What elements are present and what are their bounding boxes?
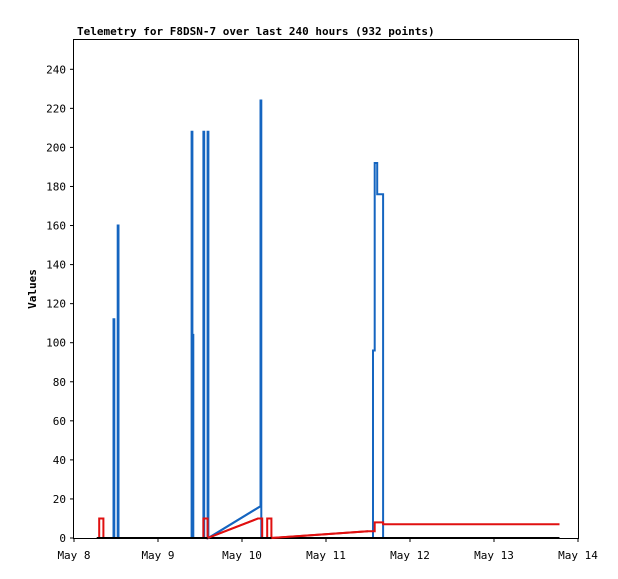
y-tick-label: 20 bbox=[53, 493, 66, 506]
y-tick-label: 200 bbox=[46, 141, 66, 154]
series-line bbox=[207, 517, 259, 539]
y-tick-label: 120 bbox=[46, 298, 66, 311]
y-axis-label: Values bbox=[26, 269, 39, 309]
x-tick-label: May 12 bbox=[390, 549, 430, 562]
y-tick-label: 40 bbox=[53, 454, 66, 467]
y-tick-label: 240 bbox=[46, 63, 66, 76]
y-tick-label: 100 bbox=[46, 337, 66, 350]
x-tick-label: May 9 bbox=[141, 549, 174, 562]
x-tick-label: May 10 bbox=[222, 549, 262, 562]
chart-title: Telemetry for F8DSN-7 over last 240 hour… bbox=[77, 25, 435, 38]
y-tick-label: 180 bbox=[46, 180, 66, 193]
x-tick-label: May 14 bbox=[558, 549, 598, 562]
x-tick-label: May 11 bbox=[306, 549, 346, 562]
y-tick-label: 80 bbox=[53, 376, 66, 389]
y-tick-label: 220 bbox=[46, 102, 66, 115]
series-layer bbox=[96, 99, 560, 540]
y-axis: 0 20 40 60 80 100 120 140 160 180 200 220 240 bbox=[46, 63, 74, 545]
y-tick-label: 0 bbox=[59, 532, 66, 545]
plot-frame bbox=[73, 39, 579, 539]
x-tick-label: May 13 bbox=[474, 549, 514, 562]
series-line bbox=[271, 530, 369, 539]
x-axis: May 8 May 9 May 10 May 11 May 12 May 13 May 14 bbox=[57, 538, 598, 562]
series-line bbox=[207, 505, 261, 539]
series-line bbox=[112, 99, 385, 540]
y-tick-label: 60 bbox=[53, 415, 66, 428]
x-tick-label: May 8 bbox=[57, 549, 90, 562]
series-line bbox=[98, 517, 560, 540]
y-tick-label: 160 bbox=[46, 220, 66, 233]
y-tick-label: 140 bbox=[46, 259, 66, 272]
